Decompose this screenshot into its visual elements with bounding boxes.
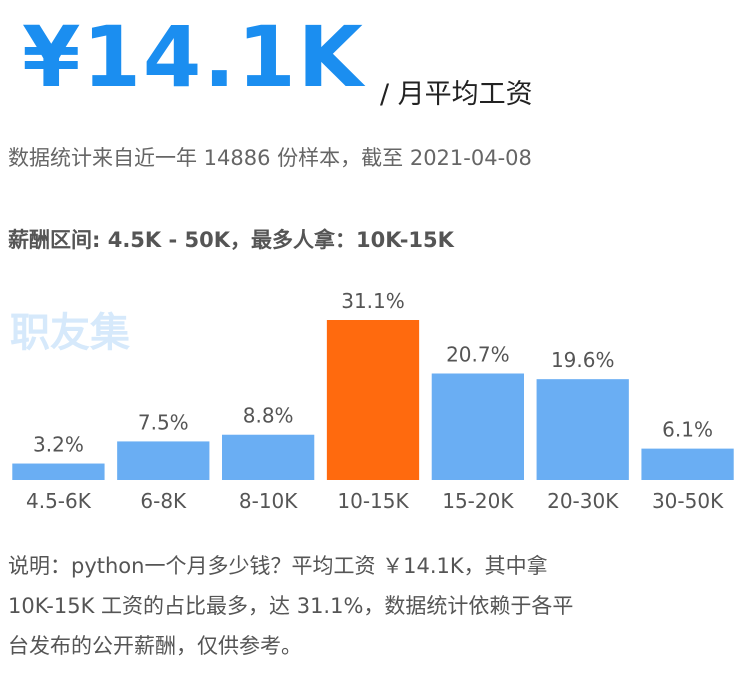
bar <box>641 448 734 480</box>
value-label: 31.1% <box>341 289 405 313</box>
average-salary: ¥14.1K <box>22 8 365 106</box>
x-tick-label: 30-50K <box>652 489 724 513</box>
most: 10K-15K <box>356 228 454 252</box>
bar <box>222 434 315 480</box>
note-line: 台发布的公开薪酬，仅供参考。 <box>8 634 302 658</box>
watermark: 职友集 <box>10 310 130 356</box>
bar <box>117 441 210 480</box>
bar <box>12 463 105 480</box>
salary-unit: / 月平均工资 <box>380 79 533 110</box>
value-label: 8.8% <box>243 404 294 428</box>
most-label: 最多人拿： <box>251 228 357 252</box>
bar <box>431 373 524 480</box>
bar <box>536 379 629 480</box>
x-tick-label: 8-10K <box>239 489 298 513</box>
range-label: 薪酬区间: <box>8 228 101 252</box>
x-tick-label: 10-15K <box>337 489 409 513</box>
x-tick-label: 15-20K <box>442 489 514 513</box>
range: 4.5K - 50K， <box>107 228 252 252</box>
value-label: 6.1% <box>662 418 713 442</box>
value-label: 7.5% <box>138 410 189 434</box>
salary-summary: 薪酬区间: 4.5K - 50K，最多人拿：10K-15K <box>8 224 454 254</box>
x-tick-label: 20-30K <box>547 489 619 513</box>
x-tick-label: 6-8K <box>140 489 187 513</box>
note-line: 说明：python一个月多少钱？平均工资 ￥14.1K，其中拿 <box>8 554 548 578</box>
value-label: 20.7% <box>446 343 510 367</box>
value-label: 3.2% <box>33 433 84 457</box>
value-label: 19.6% <box>551 348 615 372</box>
note-line: 10K-15K 工资的占比最多，达 31.1%，数据统计依赖于各平 <box>8 594 574 618</box>
data-source: 数据统计来自近一年 14886 份样本，截至 2021-04-08 <box>8 146 532 170</box>
x-tick-label: 4.5-6K <box>26 489 92 513</box>
bar <box>326 320 420 480</box>
